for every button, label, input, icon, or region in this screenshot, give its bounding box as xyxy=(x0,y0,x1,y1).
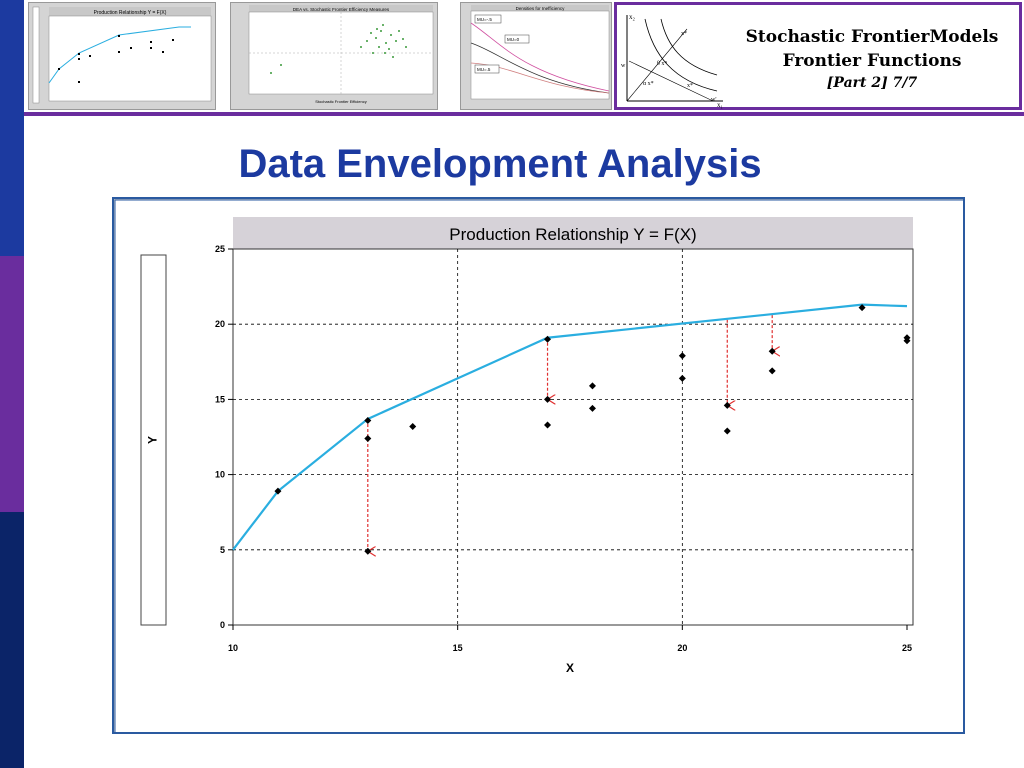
data-point-3 xyxy=(364,547,372,555)
thumb3-label-1: MU=-.5 xyxy=(477,17,492,22)
side-bar-bottom xyxy=(0,512,24,768)
chart-border xyxy=(112,197,965,734)
diagram-label-wprime: w' xyxy=(711,97,716,103)
data-point-5 xyxy=(544,335,552,343)
isoquant-diagram: x₂ x₁ x* θ x* α x* x* w w' xyxy=(621,13,723,109)
tick-label-y-5: 25 xyxy=(215,244,225,254)
tick-label-x-2: 20 xyxy=(677,643,687,653)
data-point-0 xyxy=(274,487,282,495)
data-point-18 xyxy=(903,337,911,345)
tick-label-y-2: 10 xyxy=(215,470,225,480)
data-point-16 xyxy=(858,304,866,312)
tick-label-y-4: 20 xyxy=(215,319,225,329)
tick-label-y-3: 15 xyxy=(215,394,225,404)
diagram-label-alpha: α x* xyxy=(643,81,654,87)
diagram-axis-x2: x₂ xyxy=(629,13,636,21)
diagram-axis-x1: x₁ xyxy=(717,101,723,109)
data-point-12 xyxy=(723,401,731,409)
thumb2-title: DEA vs. Stochastic Frontier Efficiency M… xyxy=(293,7,390,12)
data-point-13 xyxy=(723,427,731,435)
data-point-11 xyxy=(678,374,686,382)
thumbnail-production: Production Relationship Y = F(X) xyxy=(28,2,216,110)
diagram-label-w: w xyxy=(621,63,626,69)
chart-title: Production Relationship Y = F(X) xyxy=(449,225,696,244)
thumb1-title: Production Relationship Y = F(X) xyxy=(94,10,167,16)
chart-title-bar xyxy=(233,217,913,249)
thumb3-title: Densities for Inefficiency xyxy=(516,6,565,11)
chart-ylabel: Y xyxy=(146,436,160,444)
data-point-6 xyxy=(544,395,552,403)
diagram-label-xstar2: x* xyxy=(687,83,693,89)
thumb2-xlabel: Stochastic Frontier Efficiency xyxy=(315,99,367,104)
data-point-8 xyxy=(588,382,596,390)
tick-label-y-1: 5 xyxy=(220,545,225,555)
data-point-7 xyxy=(544,421,552,429)
header-line-2: Frontier Functions xyxy=(782,51,962,71)
diagram-label-xstar: x* xyxy=(681,31,687,37)
frontier-line xyxy=(232,303,908,551)
thumb3-label-2: MU=0 xyxy=(507,37,520,42)
header-line-3: [Part 2] 7/7 xyxy=(826,75,918,91)
header-rule xyxy=(24,112,1024,116)
tick-label-y-0: 0 xyxy=(220,620,225,630)
tick-label-x-0: 10 xyxy=(228,643,238,653)
thumbnail-densities: Densities for Inefficiency MU=-.5 MU=0 M… xyxy=(460,2,612,110)
slide-title: Data Envelopment Analysis xyxy=(238,142,762,186)
chart-xlabel: X xyxy=(566,661,574,675)
main-chart: Production Relationship Y = F(X) Y 0 5 10 1… xyxy=(112,197,965,734)
tick-label-x-1: 15 xyxy=(453,643,463,653)
thumb3-label-3: MU=.5 xyxy=(477,67,491,72)
diagram-label-theta: θ x* xyxy=(657,61,667,67)
data-point-10 xyxy=(678,352,686,360)
side-bar-top xyxy=(0,0,24,256)
side-bar-middle xyxy=(0,256,24,512)
tick-label-x-3: 25 xyxy=(902,643,912,653)
data-point-14 xyxy=(768,347,776,355)
data-point-9 xyxy=(588,404,596,412)
data-point-2 xyxy=(364,435,372,443)
data-point-4 xyxy=(409,422,417,430)
data-point-15 xyxy=(768,367,776,375)
plot-area xyxy=(232,248,914,626)
header-line-1: Stochastic FrontierModels xyxy=(745,27,999,47)
header-title-box: x₂ x₁ x* θ x* α x* x* w w' Stochastic Fr… xyxy=(614,2,1022,110)
data-point-1 xyxy=(364,416,372,424)
thumbnail-dea-vs-sf: DEA vs. Stochastic Frontier Efficiency M… xyxy=(230,2,438,110)
ylabel-box xyxy=(140,254,167,626)
